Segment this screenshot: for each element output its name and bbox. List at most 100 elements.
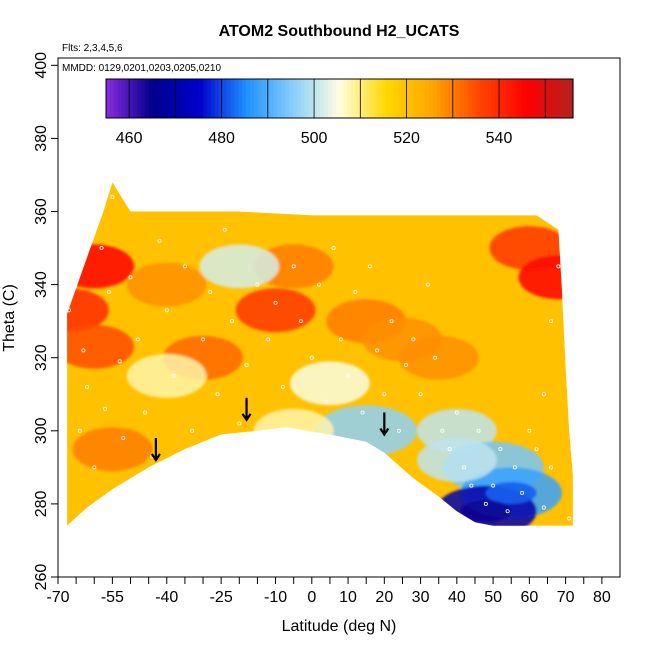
observation-point	[324, 399, 329, 404]
colorbar-segment	[179, 79, 185, 118]
observation-point	[110, 194, 115, 199]
observation-point	[85, 384, 90, 389]
x-tick-label: 50	[484, 589, 502, 606]
colorbar-segment	[506, 79, 512, 118]
colorbar-segment	[425, 79, 430, 118]
observation-point	[331, 246, 336, 251]
colorbar-segment	[460, 79, 465, 118]
colorbar-segment	[397, 79, 403, 118]
colorbar-segment	[121, 79, 127, 118]
observation-point	[99, 246, 104, 251]
colorbar-segment	[565, 79, 570, 118]
observation-point	[567, 516, 572, 521]
x-tick-label: 40	[448, 589, 466, 606]
observation-point	[346, 373, 351, 378]
y-tick-label: 360	[33, 198, 50, 225]
heatmap-cell	[67, 324, 135, 369]
observation-point	[273, 300, 278, 305]
x-tick-label: 60	[520, 589, 538, 606]
observation-point	[222, 227, 227, 232]
colorbar-segment	[487, 79, 492, 118]
y-tick-label: 380	[33, 125, 50, 152]
heatmap-cell	[72, 427, 153, 472]
observation-point	[491, 483, 496, 488]
observation-point	[128, 275, 133, 280]
observation-point	[483, 501, 488, 506]
observation-point	[208, 289, 213, 294]
colorbar-segment	[378, 79, 383, 118]
observation-point	[280, 384, 285, 389]
plot-frame	[57, 57, 621, 578]
colorbar-segment	[300, 79, 306, 118]
observation-point	[396, 428, 401, 433]
arrow-head	[150, 453, 161, 463]
colorbar-segment	[113, 79, 119, 118]
colorbar-segment	[129, 79, 134, 118]
x-tick-label: -10	[264, 589, 287, 606]
observation-point	[317, 282, 322, 287]
colorbar-segment	[553, 79, 559, 118]
colorbar-segment	[288, 79, 294, 118]
observation-point	[476, 428, 481, 433]
flights-note: Flts: 2,3,4,5,6	[62, 43, 123, 54]
colorbar-segment	[436, 79, 442, 118]
observation-point	[309, 355, 314, 360]
colorbar-segment	[393, 79, 399, 118]
x-tick-label: 20	[375, 589, 393, 606]
colorbar-segment	[246, 79, 251, 118]
colorbar-segment	[214, 79, 220, 118]
colorbar-segment	[440, 79, 446, 118]
x-axis: -70 -55 -40 -25 -10 0 10 20 30 40 50 60 70 80	[46, 577, 611, 606]
colorbar-segment	[452, 79, 457, 118]
observation-point	[172, 373, 177, 378]
observation-point	[375, 348, 380, 353]
colorbar-segment	[514, 79, 520, 118]
observation-point	[556, 264, 561, 269]
chart-title: ATOM2 Southbound H2_UCATS	[219, 23, 460, 40]
observation-point	[534, 447, 539, 452]
colorbar-segment	[366, 79, 372, 118]
colorbar-segment	[253, 79, 259, 118]
observation-point	[182, 264, 187, 269]
observation-point	[418, 392, 423, 397]
observation-point	[433, 355, 438, 360]
observation-point	[549, 319, 554, 324]
colorbar-segment	[285, 79, 290, 118]
colorbar-segment	[510, 79, 516, 118]
colorbar-segment	[362, 79, 368, 118]
observation-point	[338, 337, 343, 342]
colorbar-segment	[549, 79, 555, 118]
colorbar-segment	[261, 79, 267, 118]
observation-point	[135, 337, 140, 342]
observation-point	[66, 308, 71, 313]
y-tick-label: 320	[33, 344, 50, 371]
colorbar-segment	[281, 79, 286, 118]
colorbar-segment	[277, 79, 282, 118]
colorbar-segment	[534, 79, 539, 118]
observation-point	[190, 428, 195, 433]
colorbar-segment	[238, 79, 243, 118]
annotation-arrows	[150, 397, 390, 463]
colorbar-segment	[456, 79, 461, 118]
observation-point	[549, 465, 554, 470]
colorbar-segment	[569, 79, 574, 118]
heatmap-blobs	[67, 226, 573, 526]
observation-point	[541, 505, 546, 510]
observation-point	[70, 278, 75, 283]
colorbar-tick-label: 460	[116, 130, 143, 147]
observation-point	[440, 428, 445, 433]
colorbar-segment	[374, 79, 380, 118]
colorbar-segment	[471, 79, 477, 118]
colorbar-segment	[141, 79, 146, 118]
colorbar-segment	[144, 79, 150, 118]
observation-point	[291, 264, 296, 269]
observation-point	[353, 289, 358, 294]
x-tick-label: -70	[46, 589, 69, 606]
colorbar-tick-label: 500	[301, 130, 328, 147]
colorbar-frame	[105, 78, 574, 119]
colorbar-segment	[343, 79, 348, 118]
colorbar-segment	[168, 79, 173, 118]
observation-point	[215, 392, 220, 397]
colorbar-segment	[199, 79, 204, 118]
